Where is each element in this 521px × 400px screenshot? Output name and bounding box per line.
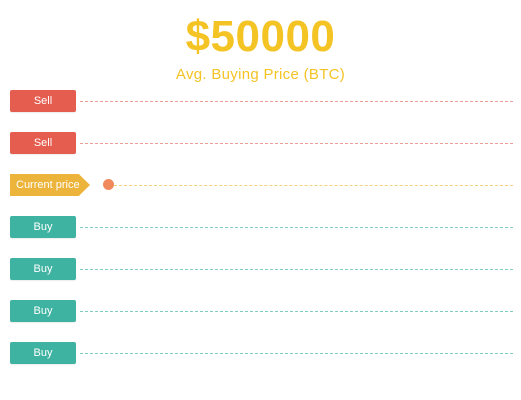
level-row-buy-3: Buy <box>10 300 513 322</box>
circle-marker-icon[interactable] <box>103 179 114 190</box>
current-price-tag: Current price <box>10 174 90 196</box>
avg-price-label: Avg. Buying Price (BTC) <box>175 66 346 83</box>
sell-level-line <box>80 101 513 102</box>
level-row-sell-2: Sell <box>10 132 513 154</box>
buy-button[interactable]: Buy <box>10 216 76 238</box>
buy-level-line <box>80 269 513 270</box>
buy-level-line <box>80 311 513 312</box>
buy-button[interactable]: Buy <box>10 300 76 322</box>
buy-level-line <box>80 353 513 354</box>
buy-level-line <box>80 227 513 228</box>
level-row-buy-4: Buy <box>10 342 513 364</box>
level-row-sell-1: Sell <box>10 90 513 112</box>
current-price-line <box>114 185 513 186</box>
level-row-current: Current price <box>10 174 513 196</box>
sell-button[interactable]: Sell <box>10 90 76 112</box>
level-row-buy-2: Buy <box>10 258 513 280</box>
sell-level-line <box>80 143 513 144</box>
buy-button[interactable]: Buy <box>10 258 76 280</box>
sell-button[interactable]: Sell <box>10 132 76 154</box>
avg-price-value: $50000 <box>185 12 336 61</box>
buy-button[interactable]: Buy <box>10 342 76 364</box>
level-row-buy-1: Buy <box>10 216 513 238</box>
